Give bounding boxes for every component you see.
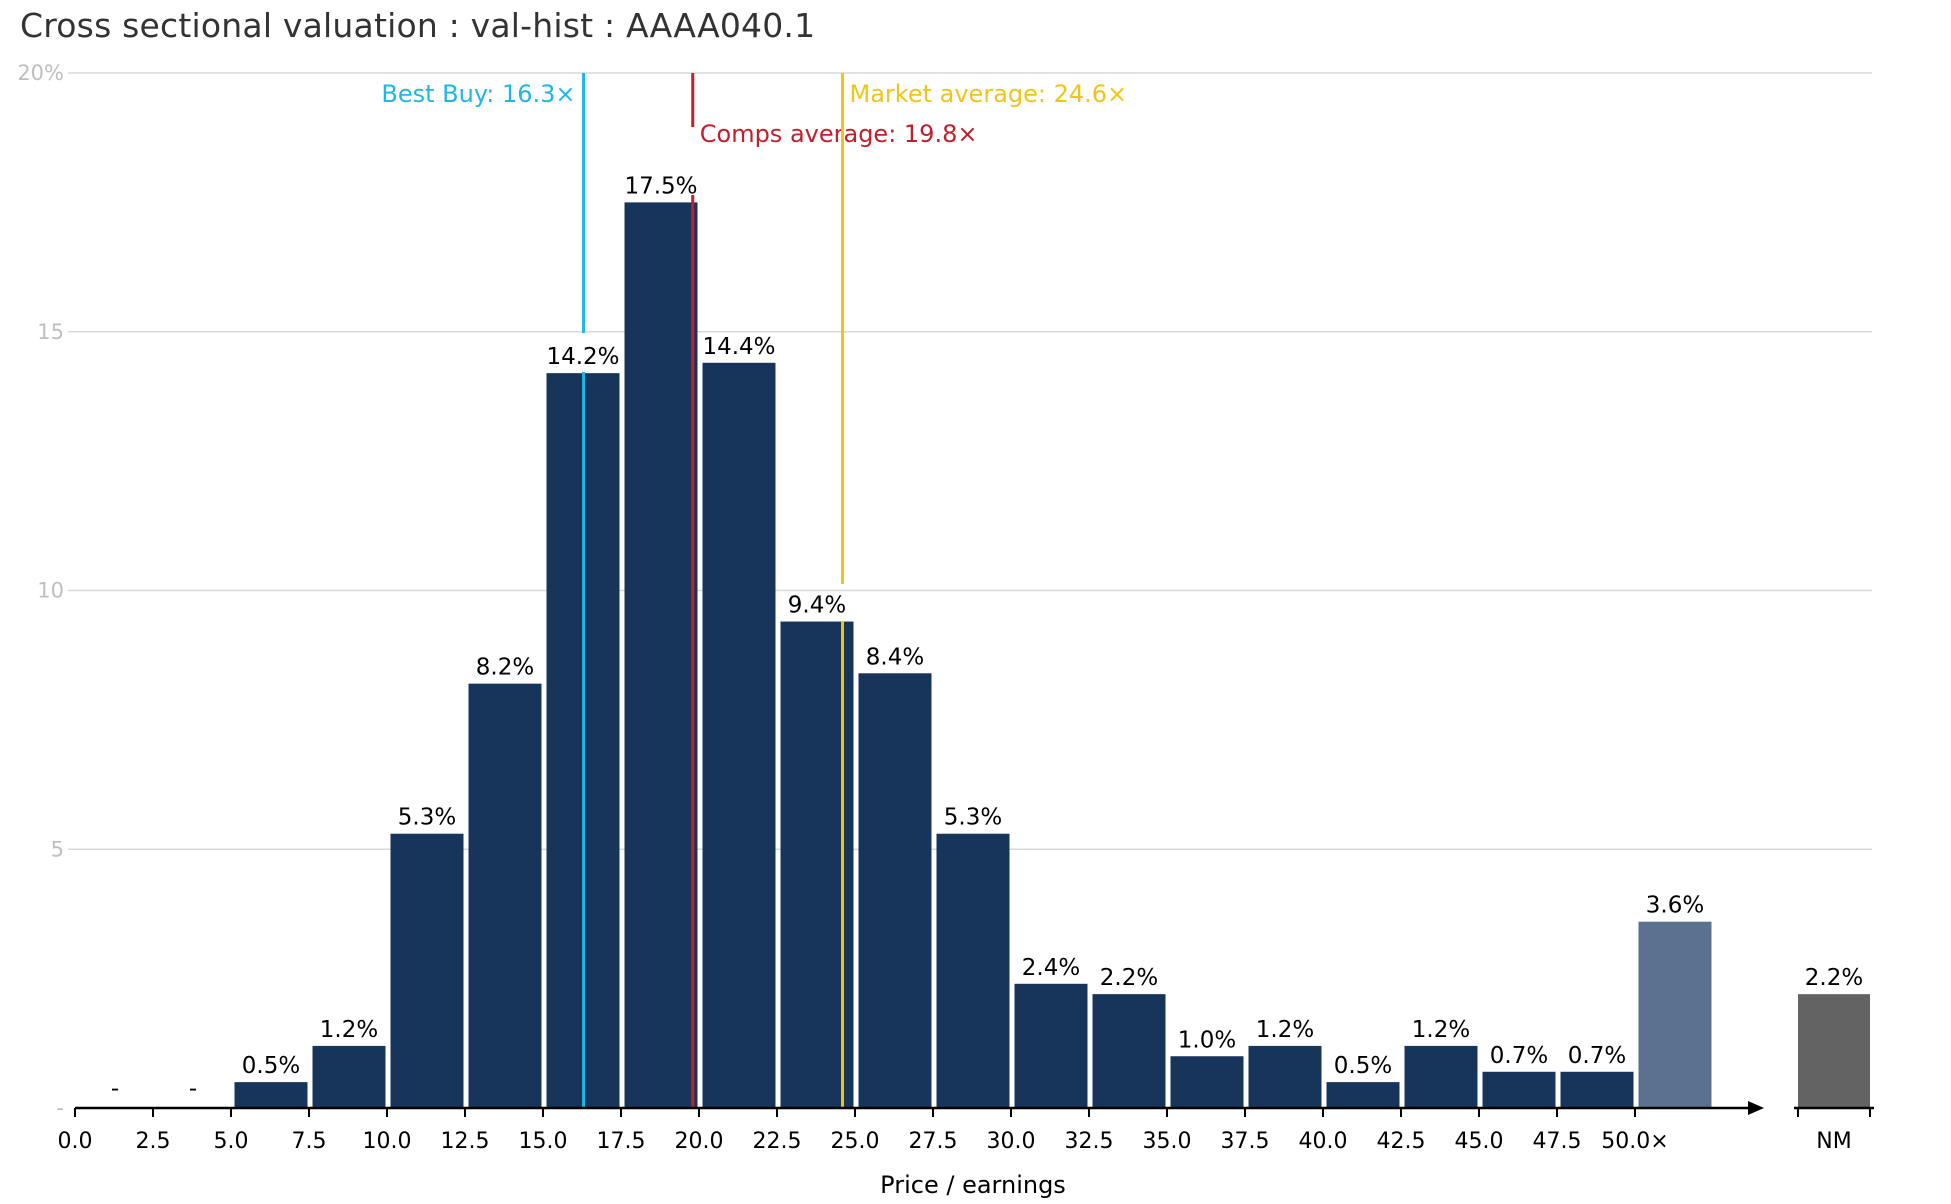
reference-label: Best Buy: 16.3× [381, 80, 575, 108]
y-tick-label: 20% [17, 61, 64, 85]
histogram-bar [1014, 983, 1088, 1108]
data-labels: - - 0.5% 1.2% 5.3% 8.2% 14.2% 17.5% 14.4% 9.4% 8.4… [111, 173, 1863, 1102]
data-label: 2.2% [1100, 965, 1158, 991]
x-tick-label: 12.5 [441, 1129, 490, 1154]
data-label: 8.4% [866, 644, 924, 670]
histogram-bar [936, 833, 1010, 1108]
data-label: 0.7% [1490, 1043, 1548, 1069]
data-label: 0.7% [1568, 1043, 1626, 1069]
histogram-bar [702, 362, 776, 1108]
x-tick-label: 7.5 [292, 1129, 327, 1154]
histogram-bar [1326, 1082, 1400, 1108]
x-tick-label: 32.5 [1065, 1129, 1114, 1154]
data-label: 1.2% [1412, 1017, 1470, 1043]
reference-label: Market average: 24.6× [850, 80, 1128, 108]
data-label: 1.2% [320, 1017, 378, 1043]
chart-title: Cross sectional valuation : val-hist : A… [20, 6, 816, 45]
x-tick-label: 2.5 [136, 1129, 171, 1154]
data-label: - [111, 1076, 119, 1102]
y-tick-label: 15 [37, 320, 64, 344]
x-tick-label: 5.0 [214, 1129, 249, 1154]
y-axis-ticks: - 5 10 15 20% [17, 61, 64, 1120]
histogram-bar [312, 1045, 386, 1108]
histogram-bar [1092, 994, 1166, 1108]
data-label: 2.2% [1805, 965, 1863, 991]
gridlines [68, 72, 1872, 850]
x-tick-label: 45.0 [1455, 1129, 1504, 1154]
x-tick-label: 25.0 [831, 1129, 880, 1154]
x-tick-label: 10.0 [363, 1129, 412, 1154]
data-label: 9.4% [788, 593, 846, 619]
x-tick-label: 22.5 [753, 1129, 802, 1154]
histogram-bar [1560, 1071, 1634, 1108]
x-axis-label: Price / earnings [880, 1171, 1066, 1199]
histogram-bar [1638, 921, 1712, 1108]
nm-bar [1798, 994, 1870, 1108]
x-tick-label: 50.0× [1601, 1129, 1668, 1154]
data-label: 0.5% [242, 1053, 300, 1079]
histogram-bar [1248, 1045, 1322, 1108]
x-tick-label: 20.0 [675, 1129, 724, 1154]
x-tick-label: 37.5 [1221, 1129, 1270, 1154]
histogram-bar [234, 1082, 308, 1108]
histogram-bar [1404, 1045, 1478, 1108]
x-tick-label: 47.5 [1533, 1129, 1582, 1154]
x-tick-label: 27.5 [909, 1129, 958, 1154]
x-tick-label: 15.0 [519, 1129, 568, 1154]
histogram-bar [624, 202, 698, 1108]
y-tick-label: 5 [51, 837, 64, 861]
histogram-bar [468, 683, 542, 1108]
data-label: 3.6% [1646, 893, 1704, 919]
data-label: 2.4% [1022, 955, 1080, 981]
x-tick-label: 17.5 [597, 1129, 646, 1154]
x-tick-label: NM [1816, 1129, 1851, 1154]
data-label: 5.3% [944, 805, 1002, 831]
data-label: 17.5% [624, 173, 697, 199]
histogram-bar [858, 673, 932, 1108]
x-tick-label: 30.0 [987, 1129, 1036, 1154]
x-tick-label: 0.0 [58, 1129, 93, 1154]
x-tick-label: 40.0 [1299, 1129, 1348, 1154]
x-tick-label: 35.0 [1143, 1129, 1192, 1154]
y-tick-label: 10 [37, 579, 64, 603]
data-label: 1.0% [1178, 1027, 1236, 1053]
x-axis: 0.0 2.5 5.0 7.5 10.0 12.5 15.0 17.5 20.0 22.5 25.0… [58, 1101, 1874, 1154]
data-label: 0.5% [1334, 1053, 1392, 1079]
reference-lines: Best Buy: 16.3× Comps average: 19.8× Marke… [381, 73, 1127, 1108]
data-label: 1.2% [1256, 1017, 1314, 1043]
histogram-bar [1170, 1056, 1244, 1108]
data-label: 8.2% [476, 655, 534, 681]
data-label: 14.2% [546, 344, 619, 370]
data-label: - [189, 1076, 197, 1102]
x-axis-arrow-icon [1748, 1101, 1764, 1115]
reference-label: Comps average: 19.8× [700, 120, 978, 148]
data-label: 14.4% [702, 334, 775, 360]
data-label: 5.3% [398, 805, 456, 831]
x-tick-label: 42.5 [1377, 1129, 1426, 1154]
y-tick-label: - [56, 1096, 64, 1120]
histogram-bar [1482, 1071, 1556, 1108]
histogram-bar [390, 833, 464, 1108]
